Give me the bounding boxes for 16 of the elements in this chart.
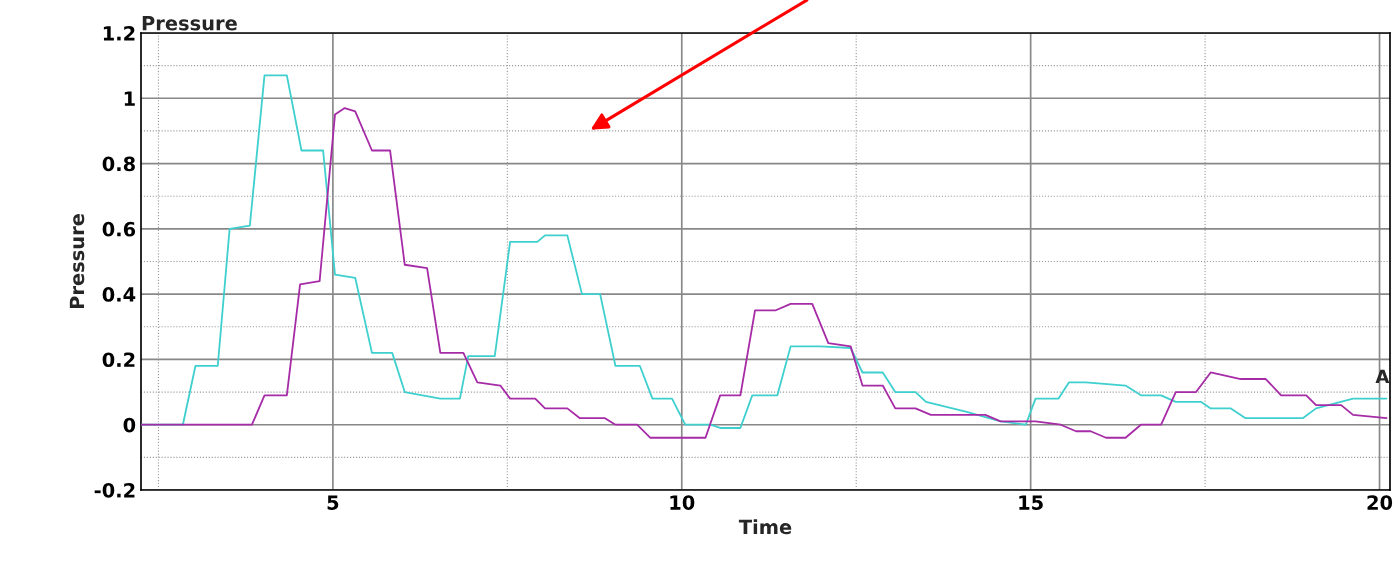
x-tick-label: 5 xyxy=(327,495,339,510)
x-tick-label: 10 xyxy=(670,495,695,510)
y-tick-label: 0.2 xyxy=(102,352,135,368)
x-axis-title: Time xyxy=(738,519,792,535)
y-tick-label: -0.2 xyxy=(94,482,135,498)
y-tick-label: 0.4 xyxy=(102,287,136,302)
annotation: A xyxy=(1375,369,1390,384)
x-tick-label: 20 xyxy=(1367,495,1393,510)
chart-title: Pressure xyxy=(142,16,237,31)
y-tick-label: 0.8 xyxy=(102,156,135,172)
y-tick-label: 1 xyxy=(124,91,135,106)
y-axis-title: Pressure xyxy=(69,214,85,309)
x-tick-label: 15 xyxy=(1019,495,1043,510)
y-tick-label: 0.6 xyxy=(102,221,136,237)
y-tick-label: 1.2 xyxy=(103,25,135,41)
y-tick-label: 0 xyxy=(123,417,136,433)
